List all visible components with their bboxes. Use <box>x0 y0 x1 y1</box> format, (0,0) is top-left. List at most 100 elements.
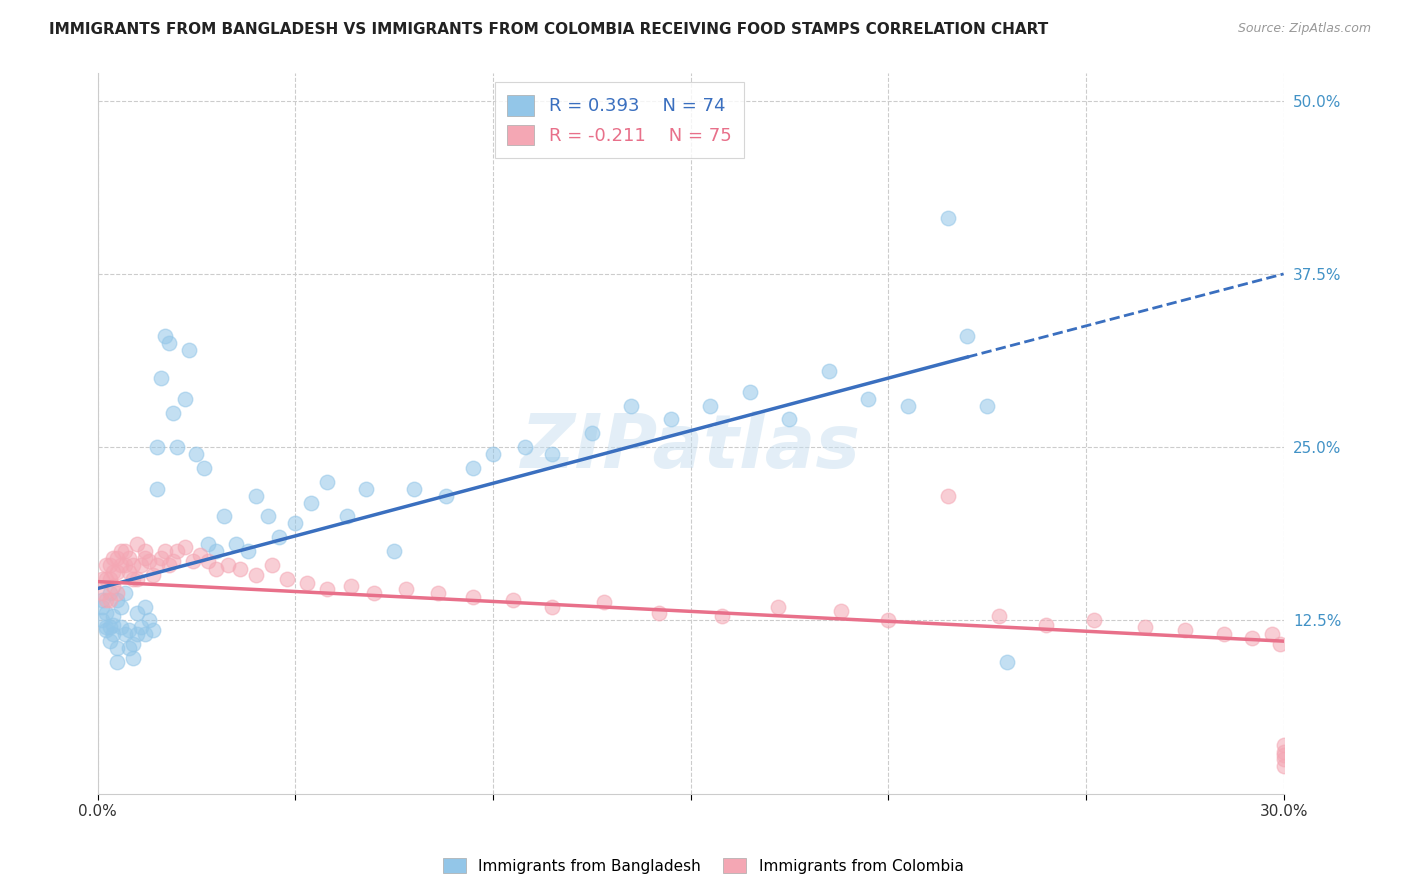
Point <box>129 558 152 572</box>
Point <box>122 650 145 665</box>
Point <box>186 447 208 461</box>
Point <box>339 579 361 593</box>
Point <box>90 592 112 607</box>
Point <box>98 558 121 572</box>
Point <box>90 572 112 586</box>
Point <box>269 530 291 544</box>
Point <box>127 607 149 621</box>
Point <box>142 567 165 582</box>
Point <box>107 641 129 656</box>
Point <box>1272 738 1295 752</box>
Point <box>110 544 132 558</box>
Point <box>98 572 121 586</box>
Point <box>513 440 536 454</box>
Point <box>118 623 141 637</box>
Point <box>103 617 125 632</box>
Point <box>142 623 165 637</box>
Point <box>197 554 219 568</box>
Point <box>107 565 129 579</box>
Point <box>153 544 176 558</box>
Point <box>134 599 156 614</box>
Point <box>581 426 603 441</box>
Point <box>122 558 145 572</box>
Point <box>162 405 184 419</box>
Point <box>897 399 920 413</box>
Point <box>118 565 141 579</box>
Point <box>382 544 405 558</box>
Point <box>122 637 145 651</box>
Point <box>256 509 278 524</box>
Point <box>162 554 184 568</box>
Point <box>114 585 136 599</box>
Point <box>541 599 564 614</box>
Point <box>118 641 141 656</box>
Point <box>1174 623 1197 637</box>
Point <box>90 599 112 614</box>
Text: IMMIGRANTS FROM BANGLADESH VS IMMIGRANTS FROM COLOMBIA RECEIVING FOOD STAMPS COR: IMMIGRANTS FROM BANGLADESH VS IMMIGRANTS… <box>49 22 1049 37</box>
Point <box>225 537 247 551</box>
Point <box>858 392 880 406</box>
Point <box>1083 613 1105 627</box>
Point <box>129 620 152 634</box>
Point <box>90 613 112 627</box>
Point <box>94 572 117 586</box>
Point <box>118 551 141 566</box>
Point <box>205 562 228 576</box>
Point <box>229 562 252 576</box>
Point <box>149 551 172 566</box>
Point <box>146 482 169 496</box>
Point <box>1213 627 1236 641</box>
Point <box>284 516 307 531</box>
Point <box>830 604 852 618</box>
Point <box>463 590 485 604</box>
Point <box>711 609 734 624</box>
Point <box>149 371 172 385</box>
Point <box>236 544 259 558</box>
Point <box>107 585 129 599</box>
Point <box>98 620 121 634</box>
Point <box>1272 745 1295 759</box>
Point <box>1035 617 1057 632</box>
Point <box>541 447 564 461</box>
Point <box>98 592 121 607</box>
Point <box>395 582 418 596</box>
Point <box>1268 637 1291 651</box>
Point <box>295 576 318 591</box>
Point <box>94 607 117 621</box>
Point <box>956 329 979 343</box>
Point <box>94 592 117 607</box>
Point <box>157 336 180 351</box>
Point <box>778 412 800 426</box>
Point <box>502 592 524 607</box>
Point <box>260 558 283 572</box>
Point <box>103 579 125 593</box>
Point <box>987 609 1010 624</box>
Point <box>316 582 339 596</box>
Text: ZIPatlas: ZIPatlas <box>520 411 860 484</box>
Point <box>114 544 136 558</box>
Point <box>699 399 721 413</box>
Point <box>620 399 643 413</box>
Point <box>1135 620 1157 634</box>
Point <box>402 482 425 496</box>
Point <box>110 558 132 572</box>
Point <box>110 599 132 614</box>
Point <box>134 544 156 558</box>
Point <box>193 461 215 475</box>
Point <box>127 537 149 551</box>
Point <box>94 620 117 634</box>
Point <box>181 554 204 568</box>
Legend: Immigrants from Bangladesh, Immigrants from Colombia: Immigrants from Bangladesh, Immigrants f… <box>436 852 970 880</box>
Point <box>299 495 322 509</box>
Point <box>356 482 378 496</box>
Legend: R = 0.393    N = 74, R = -0.211    N = 75: R = 0.393 N = 74, R = -0.211 N = 75 <box>495 82 744 158</box>
Point <box>592 595 614 609</box>
Point <box>166 440 188 454</box>
Point <box>1240 632 1263 646</box>
Point <box>363 585 385 599</box>
Point <box>212 509 235 524</box>
Point <box>107 655 129 669</box>
Point <box>153 329 176 343</box>
Point <box>127 572 149 586</box>
Point <box>1272 752 1295 766</box>
